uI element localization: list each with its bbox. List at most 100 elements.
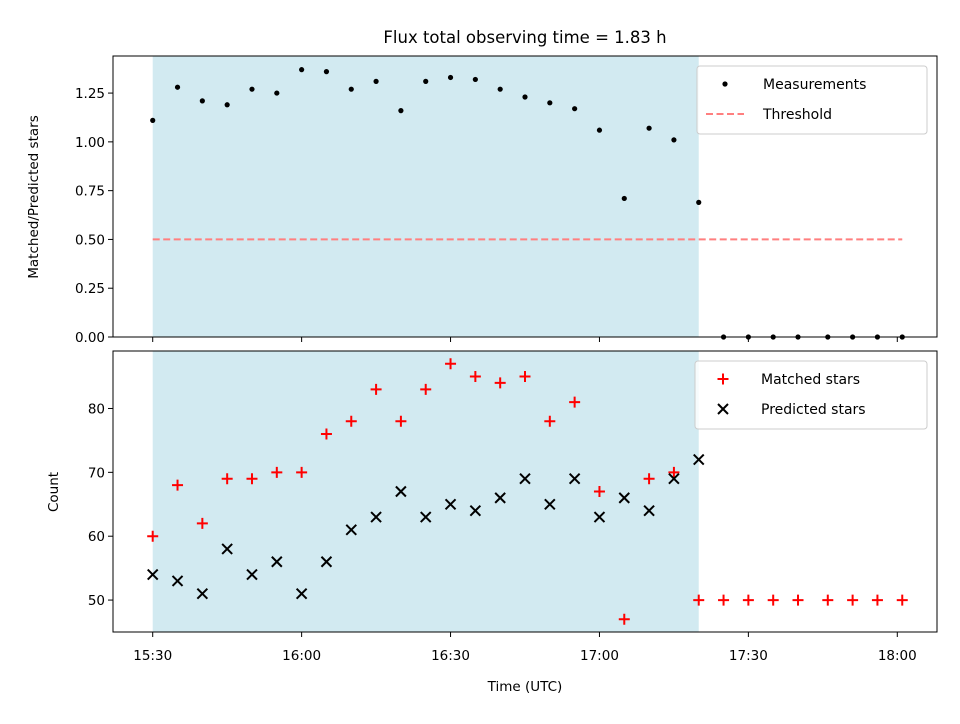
legend-marker-predicted [717,403,729,415]
measurement-point [522,94,528,100]
matched-stars-point [519,371,531,383]
bottom-y-axis-label: Count [46,472,62,512]
matched-stars-point [643,473,655,485]
predicted-stars-point [221,543,233,555]
y-tick-label: 1.25 [75,86,105,102]
predicted-stars-point [693,453,705,466]
measurement-point [572,106,578,112]
x-tick-label: 17:00 [580,648,619,664]
x-tick-label: 15:30 [133,648,172,664]
measurement-point [472,76,478,83]
matched-stars-point [445,358,457,370]
chart-title: Flux total observing time = 1.83 h [383,28,666,47]
measurement-point [299,67,305,73]
predicted-stars-point [246,568,258,581]
measurement-point [447,74,454,81]
x-tick-label: 16:30 [431,648,470,664]
predicted-stars-point [469,504,482,517]
predicted-stars-point [544,498,556,510]
predicted-stars-point [171,575,184,587]
matched-stars-point [469,371,481,383]
predicted-stars-point [420,511,432,523]
matched-stars-point [345,415,357,427]
y-tick-label: 0.50 [75,232,105,248]
predicted-stars-point [370,511,382,523]
matched-stars-point [544,415,556,427]
predicted-stars-point [568,473,581,485]
observing-interval-band [152,56,699,337]
top-y-axis-label: Matched/Predicted stars [26,115,42,278]
y-tick-label: 50 [88,593,105,609]
predicted-stars-point [345,524,357,536]
measurement-point [671,137,677,143]
legend-box [696,65,928,135]
x-tick-label: 18:00 [878,648,917,664]
matched-stars-point [593,486,605,497]
matched-stars-point [494,377,506,389]
matched-stars-point [847,594,859,606]
axes-frame [112,55,938,338]
predicted-stars-point [395,485,407,498]
legend-label: Predicted stars [761,402,866,418]
measurement-point [174,84,181,90]
y-tick-label: 60 [88,529,105,545]
y-tick-label: 70 [88,465,105,481]
measurement-point [646,125,652,131]
legend-marker-matched [717,373,729,385]
y-tick-label: 0.00 [75,330,105,346]
legend-label: Threshold [762,107,832,123]
measurement-point [621,195,627,202]
predicted-stars-point [519,473,531,485]
measurement-point [249,86,255,92]
measurement-point [348,86,354,92]
matched-stars-point [742,594,754,606]
matched-stars-point [668,466,680,478]
matched-stars-point [320,428,332,440]
measurement-point [547,100,553,106]
measurement-point [150,117,156,123]
predicted-stars-point [147,568,159,581]
measurement-point [373,78,379,84]
matched-stars-point [196,517,208,529]
observing-interval-band [152,351,699,632]
matched-stars-point [221,473,233,485]
matched-stars-point [618,613,630,625]
matched-stars-point [569,396,581,408]
measurement-point [398,108,404,114]
predicted-stars-point [444,498,457,510]
x-tick-label: 16:00 [282,648,321,664]
matched-stars-point [718,594,730,606]
x-axis-label: Time (UTC) [487,679,563,695]
measurement-point [224,102,230,108]
legend-label: Measurements [763,77,866,93]
y-tick-label: 0.25 [75,281,105,297]
legend-marker-measurements [722,81,728,87]
predicted-stars-point [668,473,680,485]
matched-stars-point [147,530,159,542]
measurement-point [199,98,205,104]
measurement-point [274,90,280,96]
matched-stars-point [420,383,432,395]
predicted-stars-point [196,587,209,600]
measurement-point [423,78,429,84]
measurement-point [696,199,702,205]
matched-stars-point [271,466,283,478]
predicted-stars-point [593,511,606,523]
axes-frame [112,350,938,633]
y-tick-label: 1.00 [75,135,105,151]
legend-box [694,360,928,430]
predicted-stars-point [271,556,283,568]
matched-stars-point [693,594,705,606]
predicted-stars-point [295,587,308,600]
matched-stars-point [172,479,184,491]
y-tick-label: 80 [88,401,105,417]
matched-stars-point [792,594,804,606]
matched-stars-point [822,594,834,606]
matched-stars-point [871,594,883,606]
matched-stars-point [767,594,779,606]
matched-stars-point [395,415,407,427]
matched-stars-point [896,594,908,606]
matched-stars-point [246,473,258,485]
measurement-point [596,127,603,133]
